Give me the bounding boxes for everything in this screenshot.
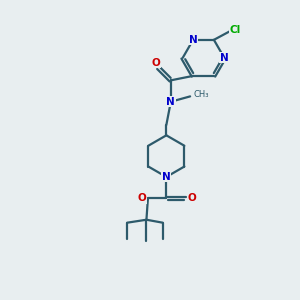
Text: CH₃: CH₃ xyxy=(193,90,208,99)
Text: Cl: Cl xyxy=(229,25,240,35)
Text: N: N xyxy=(167,97,175,107)
Text: N: N xyxy=(189,35,197,45)
Text: O: O xyxy=(138,193,146,203)
Text: N: N xyxy=(162,172,171,182)
Text: O: O xyxy=(187,193,196,203)
Text: O: O xyxy=(152,58,160,68)
Text: N: N xyxy=(220,53,229,63)
